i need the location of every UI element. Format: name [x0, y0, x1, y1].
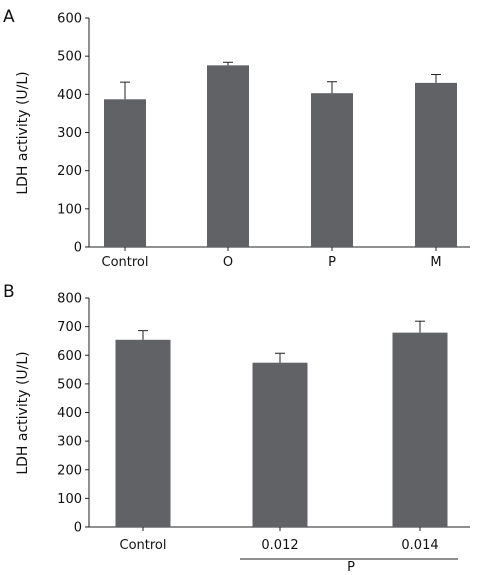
panel-b-y-tick-label-0: 0	[74, 521, 82, 536]
panel-a-bar-2	[311, 93, 353, 248]
panel-b-group-label: P	[347, 560, 355, 575]
panel-a-bar-1	[207, 65, 249, 248]
panel-a-x-tick-label-1: O	[223, 255, 233, 270]
panel-a-x-tick-label-2: P	[328, 255, 336, 270]
panel-a-y-tick-label-2: 200	[57, 164, 82, 179]
panel-a-label: A	[3, 7, 15, 27]
panel-a-y-tick-label-3: 300	[57, 126, 82, 141]
panel-b-y-tick-label-3: 300	[57, 435, 82, 450]
panel-b-y-axis-label: LDH activity (U/L)	[15, 351, 31, 474]
panel-a-y-tick-label-1: 100	[57, 202, 82, 217]
panel-b-x-tick-label-1: 0.012	[261, 538, 298, 553]
panel-b-x-tick-label-0: Control	[120, 538, 167, 553]
panel-b-y-tick-label-1: 100	[57, 492, 82, 507]
panel-a-x-tick-label-3: M	[430, 255, 441, 270]
panel-b-y-tick-label-4: 400	[57, 406, 82, 421]
panel-a-y-tick-label-0: 0	[74, 241, 82, 256]
panel-b-bar-1	[252, 362, 308, 527]
panel-b-y-tick-label-8: 800	[57, 292, 82, 307]
panel-a-x-tick-label-0: Control	[102, 255, 149, 270]
panel-b: B LDH activity (U/L) 0 100 200 300 400 500 600…	[3, 282, 470, 575]
panel-b-bar-2	[392, 332, 448, 527]
panel-b-y-tick-label-2: 200	[57, 463, 82, 478]
panel-a: A LDH activity (U/L) 0 100 200 300 400 500 600…	[3, 7, 470, 270]
panel-a-y-axis-label: LDH activity (U/L)	[15, 71, 31, 194]
panel-b-label: B	[3, 282, 15, 302]
panel-b-y-tick-label-6: 600	[57, 349, 82, 364]
panel-a-y-tick-label-5: 500	[57, 50, 82, 65]
panel-a-bar-0	[104, 99, 146, 247]
panel-b-y-tick-label-7: 700	[57, 320, 82, 335]
panel-b-x-tick-label-2: 0.014	[401, 538, 438, 553]
panel-a-y-tick-label-6: 600	[57, 12, 82, 27]
panel-b-bar-0	[115, 339, 171, 527]
panel-b-y-tick-label-5: 500	[57, 377, 82, 392]
panel-a-bar-3	[415, 82, 457, 247]
panel-a-y-tick-label-4: 400	[57, 88, 82, 103]
